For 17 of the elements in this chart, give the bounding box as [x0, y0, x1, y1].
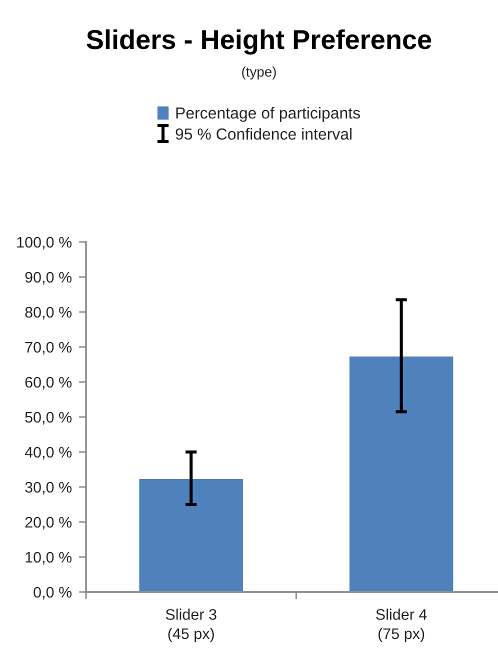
chart-subtitle: (type) — [242, 66, 276, 80]
y-tick-label: 50,0 % — [25, 412, 72, 424]
y-tick-label: 60,0 % — [25, 376, 72, 390]
y-tick-label: 70,0 % — [25, 342, 72, 354]
x-tick-label: Slider 3 (45 px) — [166, 608, 216, 642]
y-tick-label: 30,0 % — [25, 482, 72, 494]
legend-label: Percentage of participants — [176, 106, 360, 122]
y-tick-label: 90,0 % — [25, 272, 72, 284]
y-tick-label: 20,0 % — [25, 516, 72, 530]
y-tick-label: 10,0 % — [26, 552, 72, 564]
y-tick-label: 80,0 % — [25, 306, 72, 320]
x-tick-label: Slider 4 (75 px) — [376, 608, 427, 642]
y-tick-label: 0,0 % — [34, 586, 72, 600]
y-tick-label: 40,0 % — [24, 446, 72, 460]
y-tick-label: 100,0 % — [17, 236, 72, 250]
text: 95 % Confidence interval — [176, 128, 352, 140]
chart-title: Sliders - Height Preference — [86, 29, 432, 55]
